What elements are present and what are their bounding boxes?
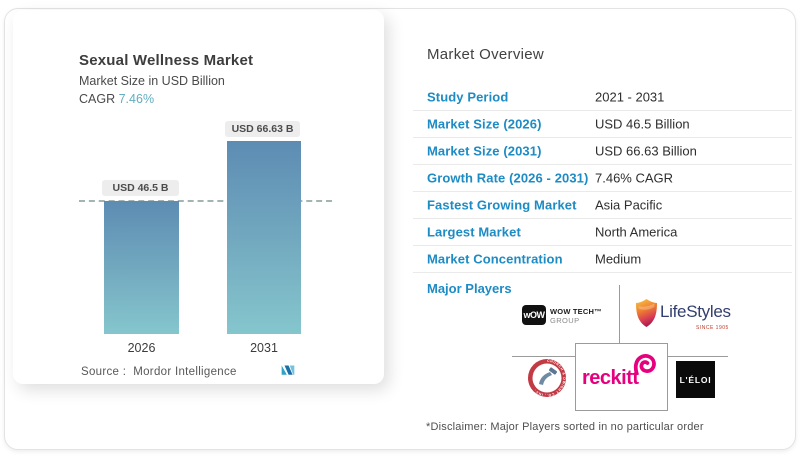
bar-value-label-2026: USD 46.5 B bbox=[102, 180, 179, 196]
row-label: Market Size (2026) bbox=[427, 116, 542, 132]
arm-and-hammer-icon bbox=[539, 367, 558, 385]
leloi-logo: L'ÉLOI bbox=[676, 361, 715, 398]
chart-card: Sexual Wellness Market Market Size in US… bbox=[13, 10, 384, 384]
bar-2031 bbox=[227, 141, 301, 334]
lifestyles-tagline: SINCE 1905 bbox=[696, 325, 729, 331]
table-row-market-size-2026: Market Size (2026) USD 46.5 Billion bbox=[413, 111, 792, 138]
row-value: Asia Pacific bbox=[595, 197, 663, 213]
wow-tech-label: WOW TECH™ bbox=[550, 307, 602, 316]
wow-tech-group-logo: wOW WOW TECH™ GROUP bbox=[522, 305, 602, 325]
church-and-dwight-logo: CHURCH & DWIGHT CO., INC. bbox=[528, 359, 566, 397]
row-value: Medium bbox=[595, 251, 642, 267]
lifestyles-shield-icon bbox=[636, 299, 657, 327]
table-row-study-period: Study Period 2021 - 2031 bbox=[413, 84, 792, 111]
row-label: Growth Rate (2026 - 2031) bbox=[427, 170, 589, 186]
table-row-fastest-growing-market: Fastest Growing Market Asia Pacific bbox=[413, 192, 792, 219]
overview-heading: Market Overview bbox=[427, 46, 545, 63]
cagr-value: 7.46% bbox=[118, 92, 155, 106]
baseline-dashed-line bbox=[79, 200, 332, 202]
leloi-wordmark: L'ÉLOI bbox=[679, 374, 712, 385]
cagr-label: CAGR bbox=[79, 92, 116, 106]
row-value: USD 66.63 Billion bbox=[595, 143, 697, 159]
row-label: Study Period bbox=[427, 89, 509, 105]
lifestyles-logo: LifeStyles SINCE 1905 bbox=[636, 298, 731, 331]
mordor-intelligence-logo bbox=[281, 365, 295, 375]
overview-table: Study Period 2021 - 2031 Market Size (20… bbox=[413, 84, 792, 273]
major-players-label: Major Players bbox=[427, 281, 512, 296]
connector-horizontal-line-right bbox=[666, 356, 728, 357]
wow-group-label: GROUP bbox=[550, 316, 580, 325]
reckitt-wordmark: reckitt bbox=[582, 367, 639, 389]
row-label: Market Concentration bbox=[427, 251, 563, 267]
connector-vertical-line bbox=[619, 285, 620, 343]
chart-subtitle: Market Size in USD Billion bbox=[79, 74, 225, 88]
chart-cagr-line: CAGR 7.46% bbox=[79, 92, 154, 106]
row-value: 2021 - 2031 bbox=[595, 89, 665, 105]
lifestyles-wordmark: LifeStyles bbox=[660, 302, 731, 321]
reckitt-logo: reckitt bbox=[575, 343, 668, 411]
table-row-growth-rate: Growth Rate (2026 - 2031) 7.46% CAGR bbox=[413, 165, 792, 192]
reckitt-spiral-icon bbox=[633, 354, 656, 376]
x-axis-tick-2026: 2026 bbox=[127, 341, 156, 355]
wow-icon: wOW bbox=[522, 305, 546, 325]
row-value: 7.46% CAGR bbox=[595, 170, 674, 186]
source-label: Source : bbox=[81, 366, 127, 378]
table-row-market-concentration: Market Concentration Medium bbox=[413, 246, 792, 273]
table-row-market-size-2031: Market Size (2031) USD 66.63 Billion bbox=[413, 138, 792, 165]
x-axis-tick-2031: 2031 bbox=[250, 341, 278, 355]
row-value: North America bbox=[595, 224, 678, 240]
source-value: Mordor Intelligence bbox=[133, 366, 237, 378]
connector-horizontal-line-left bbox=[512, 356, 575, 357]
chart-title: Sexual Wellness Market bbox=[79, 52, 254, 69]
row-label: Market Size (2031) bbox=[427, 143, 542, 159]
row-label: Fastest Growing Market bbox=[427, 197, 577, 213]
disclaimer-text: *Disclaimer: Major Players sorted in no … bbox=[426, 421, 704, 433]
source-attribution: Source : Mordor Intelligence bbox=[81, 366, 237, 378]
bar-2026 bbox=[104, 201, 179, 334]
row-value: USD 46.5 Billion bbox=[595, 116, 690, 132]
row-label: Largest Market bbox=[427, 224, 521, 240]
table-row-largest-market: Largest Market North America bbox=[413, 219, 792, 246]
bar-value-label-2031: USD 66.63 B bbox=[225, 121, 300, 137]
